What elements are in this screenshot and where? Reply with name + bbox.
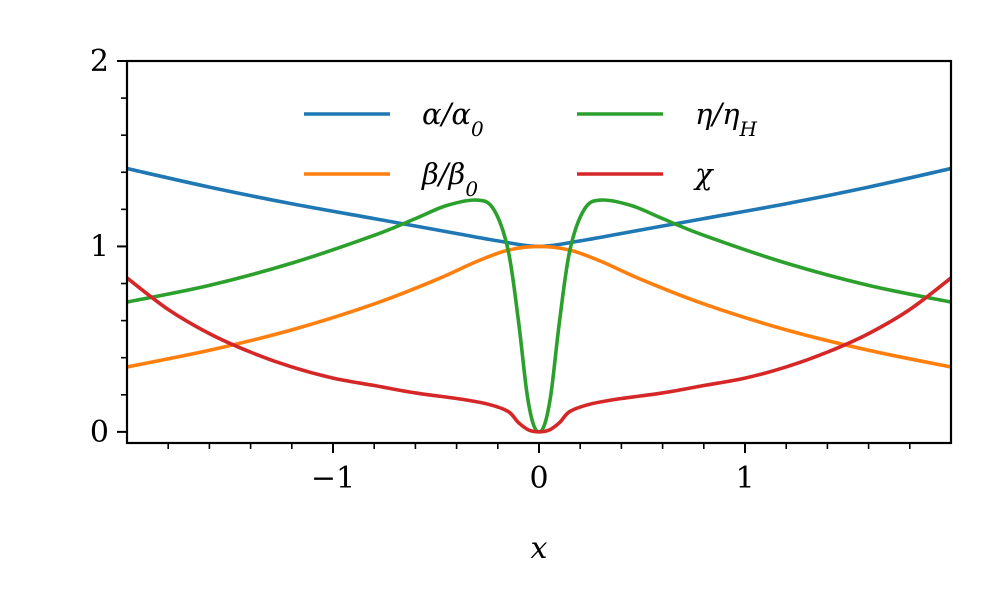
series-line-1 <box>127 244 951 369</box>
y-tick-label: 0 <box>90 415 109 450</box>
plot-area <box>127 166 951 434</box>
x-tick-label: −1 <box>311 461 355 496</box>
x-tick-label: 0 <box>529 461 548 496</box>
legend-label-3: χ <box>693 157 714 191</box>
y-tick-label: 2 <box>90 44 109 79</box>
y-tick-label: 1 <box>90 229 109 264</box>
x-axis-label: x <box>531 531 548 566</box>
x-tick-label: 1 <box>735 461 754 496</box>
series-line-3 <box>127 276 951 434</box>
ticks: −1 0 1 0 1 2 <box>90 44 911 496</box>
